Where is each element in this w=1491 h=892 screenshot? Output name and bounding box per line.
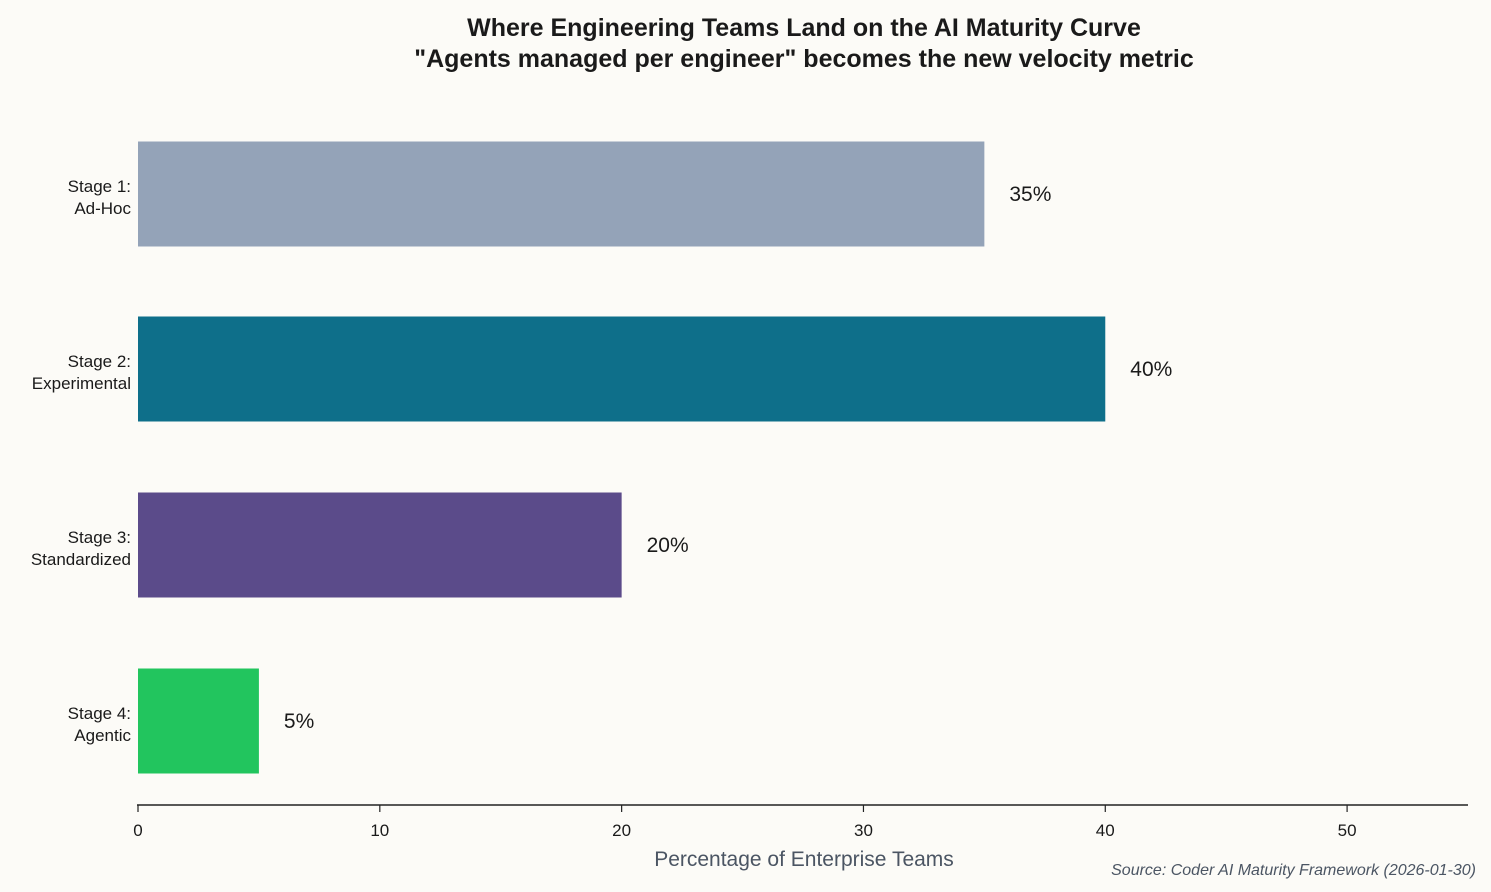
- x-tick-label: 30: [854, 821, 873, 840]
- x-axis-label: Percentage of Enterprise Teams: [654, 848, 954, 871]
- y-tick-label: Agentic: [74, 726, 131, 745]
- y-tick-label: Stage 3:: [68, 528, 131, 547]
- x-tick-label: 20: [612, 821, 631, 840]
- bar: [138, 668, 259, 774]
- y-tick-label: Stage 1:: [68, 177, 131, 196]
- x-tick-label: 40: [1096, 821, 1115, 840]
- source-note: Source: Coder AI Maturity Framework (202…: [1111, 862, 1476, 879]
- bar: [138, 141, 985, 247]
- chart-subtitle: "Agents managed per engineer" becomes th…: [414, 45, 1194, 73]
- y-tick-label: Standardized: [31, 550, 131, 569]
- y-tick-label: Stage 2:: [68, 352, 131, 371]
- bar: [138, 492, 622, 598]
- chart-title: Where Engineering Teams Land on the AI M…: [467, 14, 1141, 42]
- x-tick-label: 10: [370, 821, 389, 840]
- data-label: 5%: [284, 710, 314, 733]
- bar: [138, 316, 1106, 422]
- y-tick-label: Experimental: [32, 374, 131, 393]
- data-label: 35%: [1009, 183, 1051, 206]
- y-tick-label: Ad-Hoc: [74, 199, 131, 218]
- data-label: 40%: [1130, 358, 1172, 381]
- x-tick-label: 50: [1338, 821, 1357, 840]
- y-tick-label: Stage 4:: [68, 704, 131, 723]
- x-tick-label: 0: [133, 821, 142, 840]
- data-label: 20%: [647, 534, 689, 557]
